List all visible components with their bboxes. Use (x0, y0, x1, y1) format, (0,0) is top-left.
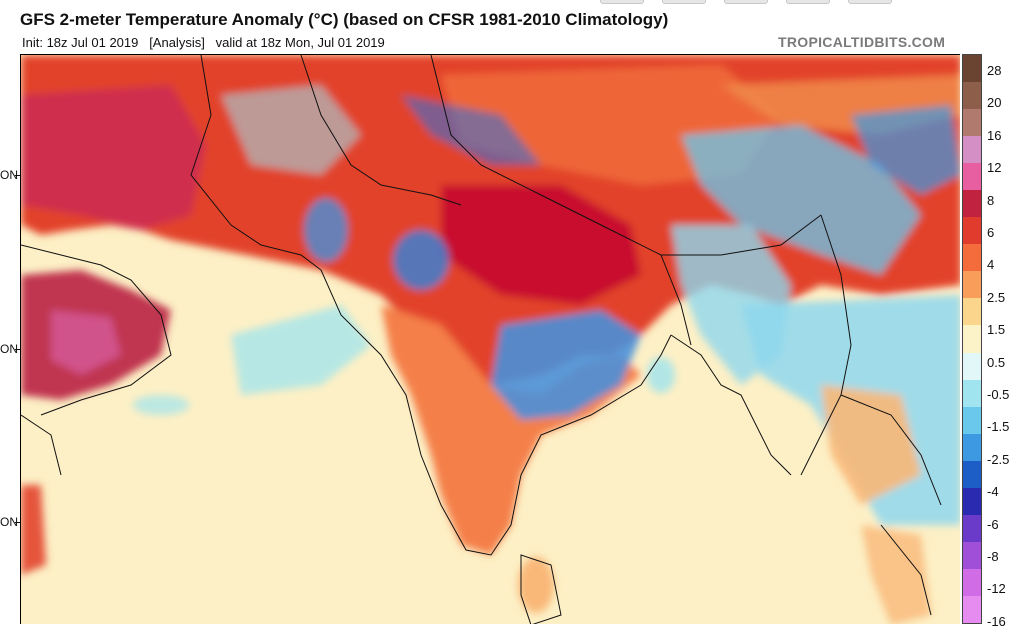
colorbar-swatch (963, 406, 981, 435)
latitude-tick (15, 349, 20, 350)
colorbar-tick-label: 12 (987, 160, 1002, 176)
colorbar-tick-label: 4 (987, 257, 995, 273)
colorbar-swatch (963, 568, 981, 597)
colorbar-swatch (963, 379, 981, 408)
colorbar-tick-label: 16 (987, 127, 1002, 143)
map-title: GFS 2-meter Temperature Anomaly (°C) (ba… (20, 10, 669, 29)
window-tab[interactable] (786, 0, 830, 4)
colorbar (962, 54, 982, 624)
window-tab[interactable] (600, 0, 644, 4)
country-borders (21, 55, 942, 624)
window-tab[interactable] (848, 0, 892, 4)
latitude-label: ON (0, 342, 18, 356)
colorbar-swatch (963, 541, 981, 570)
map-subtitle: Init: 18z Jul 01 2019 [Analysis] valid a… (22, 35, 385, 50)
colorbar-swatch (963, 460, 981, 489)
watermark-text: TROPICALTIDBITS.COM (778, 34, 946, 50)
colorbar-tick-label: 6 (987, 225, 995, 240)
colorbar-swatch (963, 109, 981, 137)
colorbar-swatch (963, 514, 981, 543)
colorbar-swatch (963, 433, 981, 462)
colorbar-tick-label: -2.5 (987, 451, 1010, 467)
colorbar-tick-label: -6 (987, 516, 999, 532)
colorbar-tick-label: -12 (987, 581, 1006, 597)
colorbar-tick-label: -4 (987, 484, 999, 500)
window-tab-strip (600, 0, 892, 4)
latitude-tick (15, 522, 20, 523)
anomaly-map[interactable] (20, 54, 960, 624)
colorbar-swatch (963, 352, 981, 381)
colorbar-swatch (963, 163, 981, 191)
colorbar-swatch (963, 595, 981, 624)
latitude-label: ON (0, 515, 18, 529)
colorbar-tick-label: -16 (987, 613, 1006, 629)
colorbar-tick-label: 2.5 (987, 289, 1006, 305)
colorbar-swatch (963, 190, 981, 218)
anomaly-field (21, 55, 960, 624)
colorbar-tick-label: 28 (987, 63, 1002, 78)
colorbar-tick-label: -8 (987, 549, 999, 564)
window-tab[interactable] (724, 0, 768, 4)
colorbar-tick-label: 0.5 (987, 354, 1006, 370)
colorbar-tick-label: -1.5 (987, 419, 1010, 435)
colorbar-swatch (963, 271, 981, 299)
latitude-label: ON (0, 168, 18, 182)
colorbar-tick-label: -0.5 (987, 387, 1010, 402)
colorbar-swatch (963, 217, 981, 245)
window-tab[interactable] (662, 0, 706, 4)
colorbar-tick-label: 1.5 (987, 322, 1006, 338)
colorbar-swatch (963, 298, 981, 326)
colorbar-swatch (963, 487, 981, 516)
colorbar-swatch (963, 82, 981, 110)
colorbar-swatch (963, 325, 981, 354)
latitude-tick (15, 175, 20, 176)
colorbar-swatch (963, 244, 981, 272)
colorbar-swatch (963, 136, 981, 164)
anomaly-map-svg (21, 55, 960, 624)
colorbar-tick-label: 20 (987, 95, 1002, 111)
colorbar-swatch (963, 55, 981, 83)
colorbar-tick-label: 8 (987, 192, 995, 208)
